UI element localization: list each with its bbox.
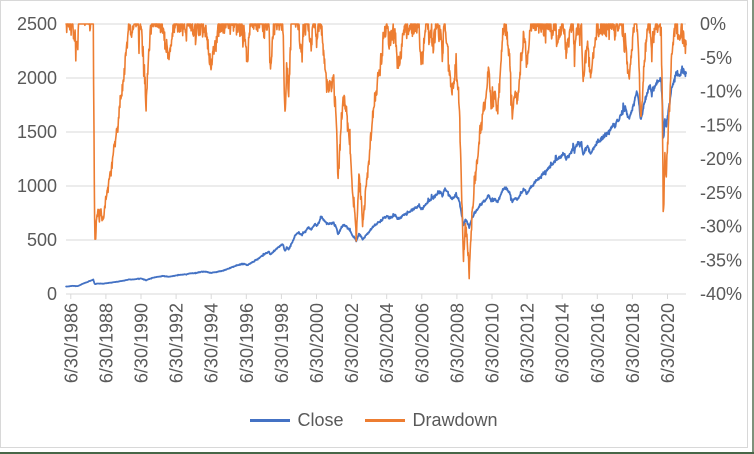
x-axis-label: 6/30/1988 — [96, 303, 116, 383]
y-axis-left-label: 1000 — [17, 176, 57, 196]
legend-label-close: Close — [297, 410, 344, 430]
y-axis-right-label: -35% — [700, 250, 742, 270]
legend-item-close: Close — [250, 410, 343, 431]
x-axis-label: 6/30/2012 — [518, 303, 538, 383]
y-axis-left-label: 500 — [27, 230, 57, 250]
y-axis-right-label: -30% — [700, 217, 742, 237]
y-axis-right-label: -5% — [700, 48, 732, 68]
y-axis-left-labels: 2500 2000 1500 1000 500 0 — [17, 14, 57, 304]
y-axis-right-label: 0% — [700, 14, 726, 34]
y-axis-left-label: 2000 — [17, 68, 57, 88]
x-axis-label: 6/30/1996 — [237, 303, 257, 383]
x-axis-label: 6/30/2014 — [553, 303, 573, 383]
x-axis-label: 6/30/2010 — [483, 303, 503, 383]
x-axis-label: 6/30/1990 — [132, 303, 152, 383]
x-axis-label: 6/30/2004 — [377, 303, 397, 383]
y-axis-right-label: -15% — [700, 115, 742, 135]
x-axis-label: 6/30/2018 — [623, 303, 643, 383]
window-edge-right — [752, 0, 754, 454]
x-axis-label: 6/30/2002 — [342, 303, 362, 383]
y-axis-right-label: -25% — [700, 183, 742, 203]
y-axis-right-label: -20% — [700, 149, 742, 169]
y-axis-right-labels: 0% -5% -10% -15% -20% -25% -30% -35% -40% — [700, 14, 742, 304]
x-axis-label: 6/30/2006 — [412, 303, 432, 383]
x-axis-label: 6/30/1994 — [202, 303, 222, 383]
chart-legend: Close Drawdown — [0, 410, 748, 431]
drawdown-series-line — [65, 23, 687, 280]
x-axis-label: 6/30/1992 — [167, 303, 187, 383]
x-axis-label: 6/30/2016 — [588, 303, 608, 383]
x-axis-label: 6/30/2020 — [658, 303, 678, 383]
drawdown-line-swatch — [365, 419, 406, 422]
y-axis-right-label: -10% — [700, 82, 742, 102]
window-edge-bottom — [0, 452, 754, 454]
y-axis-right-label: -40% — [700, 284, 742, 304]
legend-label-drawdown: Drawdown — [412, 410, 498, 430]
x-axis-label: 6/30/2008 — [447, 303, 467, 383]
x-axis-label: 6/30/2000 — [307, 303, 327, 383]
legend-item-drawdown: Drawdown — [365, 410, 498, 431]
y-axis-left-label: 2500 — [17, 14, 57, 34]
x-axis-label: 6/30/1986 — [61, 303, 81, 383]
close-line-swatch — [250, 419, 291, 422]
x-axis-labels: 6/30/1986 6/30/1988 6/30/1990 6/30/1992 6/30… — [61, 303, 678, 383]
close-series-line — [65, 65, 687, 288]
x-axis-ticks — [70, 294, 668, 299]
x-axis-label: 6/30/1998 — [272, 303, 292, 383]
y-axis-left-label: 1500 — [17, 122, 57, 142]
y-axis-left-label: 0 — [47, 284, 57, 304]
